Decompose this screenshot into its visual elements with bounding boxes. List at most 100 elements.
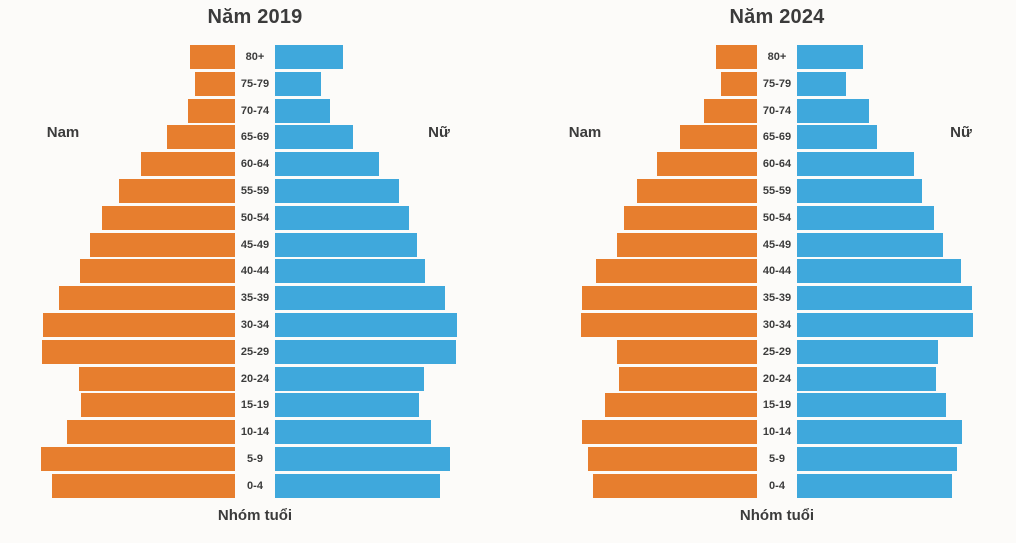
pyramid-row: 5-9 xyxy=(557,446,997,471)
pyramid-row: 25-29 xyxy=(35,339,475,364)
age-group-label: 15-19 xyxy=(762,399,792,412)
male-bar-cell xyxy=(557,312,757,337)
male-bar-cell xyxy=(35,286,235,311)
pyramid-rows: 80+ 75-79 70-74 65-69 60-64 55-59 50-54 45-49 40… xyxy=(557,45,997,498)
female-bar-cell xyxy=(797,286,997,311)
male-bar-cell xyxy=(35,339,235,364)
male-bar-60-64 xyxy=(141,152,235,177)
pyramid-row: 40-44 xyxy=(557,259,997,284)
female-bar-10-14 xyxy=(275,420,431,445)
female-bar-cell xyxy=(275,125,475,150)
male-bar-40-44 xyxy=(80,259,235,284)
male-bar-cell xyxy=(557,473,757,498)
male-bar-cell xyxy=(35,45,235,69)
pyramid-row: 50-54 xyxy=(557,205,997,230)
male-bar-cell xyxy=(35,473,235,498)
male-bar-55-59 xyxy=(119,178,235,203)
age-group-label: 25-29 xyxy=(762,345,792,358)
female-bar-cell xyxy=(275,232,475,257)
female-bar-cell xyxy=(797,71,997,96)
male-bar-cell xyxy=(35,232,235,257)
female-bar-cell xyxy=(275,339,475,364)
female-bar-cell xyxy=(275,420,475,445)
male-bar-50-54 xyxy=(102,205,235,230)
age-group-label: 10-14 xyxy=(762,426,792,439)
female-bar-60-64 xyxy=(797,152,914,177)
male-bar-15-19 xyxy=(81,393,235,418)
pyramid-row: 50-54 xyxy=(35,205,475,230)
male-bar-15-19 xyxy=(605,393,757,418)
female-bar-70-74 xyxy=(797,98,869,123)
age-group-label: 10-14 xyxy=(240,426,270,439)
age-group-label: 80+ xyxy=(767,51,787,63)
pyramid-row: 70-74 xyxy=(557,98,997,123)
age-group-label: 20-24 xyxy=(762,372,792,385)
male-bar-65-69 xyxy=(680,125,757,150)
female-bar-cell xyxy=(797,420,997,445)
male-bar-70-74 xyxy=(188,98,235,123)
female-bar-80+ xyxy=(797,45,863,69)
age-group-label: 55-59 xyxy=(240,184,270,197)
female-bar-cell xyxy=(797,339,997,364)
pyramid-row: 20-24 xyxy=(35,366,475,391)
age-group-label: 70-74 xyxy=(240,104,270,117)
female-bar-cell xyxy=(275,446,475,471)
pyramid-row: 65-69 xyxy=(35,125,475,150)
age-group-label: 50-54 xyxy=(762,211,792,224)
male-bar-40-44 xyxy=(596,259,757,284)
female-bar-35-39 xyxy=(275,286,445,311)
pyramid-row: 80+ xyxy=(557,45,997,69)
pyramid-row: 60-64 xyxy=(35,152,475,177)
male-bar-cell xyxy=(35,366,235,391)
female-bar-10-14 xyxy=(797,420,962,445)
female-bar-cell xyxy=(275,366,475,391)
pyramid-row: 45-49 xyxy=(557,232,997,257)
male-bar-cell xyxy=(557,178,757,203)
male-bar-30-34 xyxy=(43,312,235,337)
male-bar-80+ xyxy=(190,45,235,69)
female-bar-40-44 xyxy=(797,259,961,284)
male-bar-cell xyxy=(557,152,757,177)
female-bar-cell xyxy=(797,366,997,391)
female-bar-0-4 xyxy=(275,473,440,498)
female-bar-cell xyxy=(275,152,475,177)
pyramid-row: 30-34 xyxy=(557,312,997,337)
male-bar-cell xyxy=(35,393,235,418)
male-bar-10-14 xyxy=(582,420,757,445)
age-group-label: 35-39 xyxy=(762,292,792,305)
pyramid-row: 5-9 xyxy=(35,446,475,471)
male-bar-cell xyxy=(35,71,235,96)
male-bar-cell xyxy=(35,259,235,284)
age-group-label: 60-64 xyxy=(762,158,792,171)
age-group-label: 20-24 xyxy=(240,372,270,385)
female-bar-80+ xyxy=(275,45,343,69)
pyramid-row: 20-24 xyxy=(557,366,997,391)
male-bar-cell xyxy=(557,286,757,311)
male-bar-25-29 xyxy=(42,339,235,364)
age-group-label: 5-9 xyxy=(247,452,263,465)
male-bar-5-9 xyxy=(588,446,757,471)
male-bar-80+ xyxy=(716,45,757,69)
pyramid-row: 80+ xyxy=(35,45,475,69)
male-bar-0-4 xyxy=(593,473,757,498)
female-bar-cell xyxy=(275,178,475,203)
pyramid-2019: Năm 2019 Nam Nữ 80+ 75-79 70-74 65-69 60-64 5… xyxy=(35,0,475,543)
female-bar-cell xyxy=(797,446,997,471)
female-bar-cell xyxy=(275,473,475,498)
female-bar-55-59 xyxy=(275,178,399,203)
female-bar-cell xyxy=(275,71,475,96)
female-bar-20-24 xyxy=(797,366,936,391)
male-bar-cell xyxy=(35,98,235,123)
age-group-label: 40-44 xyxy=(762,265,792,278)
female-bar-cell xyxy=(797,152,997,177)
pyramid-row: 55-59 xyxy=(35,178,475,203)
female-bar-15-19 xyxy=(797,393,946,418)
male-bar-10-14 xyxy=(67,420,235,445)
age-group-label: 80+ xyxy=(245,51,265,63)
pyramid-row: 15-19 xyxy=(35,393,475,418)
male-bar-20-24 xyxy=(79,366,235,391)
age-group-label: 15-19 xyxy=(240,399,270,412)
male-bar-30-34 xyxy=(581,312,757,337)
age-group-label: 5-9 xyxy=(769,452,785,465)
female-bar-45-49 xyxy=(275,232,417,257)
